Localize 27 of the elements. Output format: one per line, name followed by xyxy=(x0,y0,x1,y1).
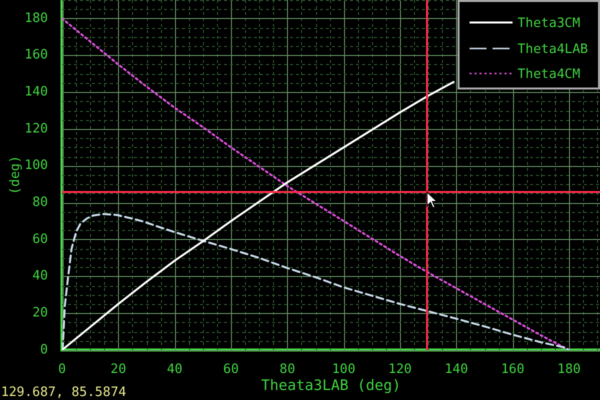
x-tick-label: 160 xyxy=(500,362,524,378)
y-tick-label: 40 xyxy=(32,268,48,284)
x-axis-title: Theata3LAB (deg) xyxy=(261,378,401,394)
x-tick-label: 100 xyxy=(332,362,356,378)
y-tick-label: 160 xyxy=(24,48,48,63)
y-axis-title: (deg) xyxy=(8,155,24,195)
x-tick-label: 60 xyxy=(223,362,239,378)
x-tick-label: 40 xyxy=(166,362,182,378)
y-tick-label: 180 xyxy=(24,10,48,26)
y-tick-label: 80 xyxy=(32,195,48,210)
legend-label: Theta4LAB xyxy=(518,42,588,57)
y-tick-label: 100 xyxy=(24,158,48,174)
y-tick-label: 0 xyxy=(40,342,48,358)
x-tick-label: 140 xyxy=(444,362,468,378)
x-tick-label: 180 xyxy=(557,362,581,378)
x-tick-label: 0 xyxy=(58,362,66,378)
y-tick-label: 20 xyxy=(32,306,48,321)
text: 129.687, 85.5874 xyxy=(1,384,126,400)
x-tick-label: 120 xyxy=(388,362,412,378)
y-tick-label: 140 xyxy=(24,84,48,100)
x-tick-label: 20 xyxy=(110,362,126,378)
y-tick-label: 120 xyxy=(24,121,48,136)
line-series xyxy=(62,213,570,350)
y-tick-label: 60 xyxy=(32,232,48,247)
x-tick-label: 80 xyxy=(280,362,296,378)
legend-label: Theta3CM xyxy=(518,16,580,31)
legend-label: Theta4CM xyxy=(518,66,580,82)
